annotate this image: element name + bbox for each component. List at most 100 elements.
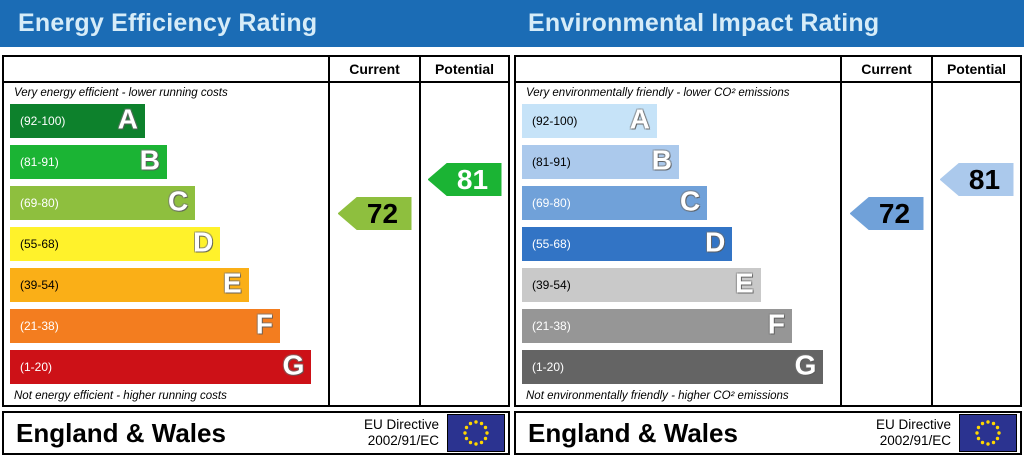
- band-bar-a: (92-100) A: [10, 103, 146, 138]
- band-row-g: (1-20) G: [522, 349, 836, 384]
- band-bar-b: (81-91) B: [10, 144, 167, 179]
- band-letter: E: [222, 267, 242, 299]
- potential-column-header: Potential: [931, 57, 1020, 83]
- potential-arrow: 81: [939, 163, 1014, 196]
- band-chart: Very energy efficient - lower running co…: [4, 83, 328, 405]
- blank-header-cell: [516, 57, 840, 83]
- bottom-caption: Not energy efficient - higher running co…: [14, 390, 227, 402]
- eu-flag-stars: [463, 420, 489, 446]
- energy-efficiency-panel: Current Potential Very energy efficient …: [2, 55, 510, 455]
- eu-flag-icon: [959, 414, 1017, 452]
- environmental-impact-panel: Current Potential Very environmentally f…: [514, 55, 1022, 455]
- band-letter: D: [193, 226, 214, 258]
- potential-cell: 81: [419, 83, 508, 405]
- band-range-label: (55-68): [20, 237, 59, 251]
- band-letter: C: [168, 185, 189, 217]
- band-bar-c: (69-80) C: [522, 185, 708, 220]
- band-letter: E: [734, 267, 754, 299]
- band-range-label: (81-91): [532, 155, 571, 169]
- band-letter: D: [705, 226, 726, 258]
- band-range-label: (81-91): [20, 155, 59, 169]
- eu-directive-line2: 2002/91/EC: [367, 433, 439, 448]
- band-bar-a: (92-100) A: [522, 103, 658, 138]
- top-caption: Very environmentally friendly - lower CO…: [526, 87, 790, 99]
- band-range-label: (39-54): [532, 278, 571, 292]
- top-caption: Very energy efficient - lower running co…: [14, 87, 228, 99]
- band-row-c: (69-80) C: [10, 185, 324, 220]
- band-row-e: (39-54) E: [522, 267, 836, 302]
- band-range-label: (39-54): [20, 278, 59, 292]
- band-bar-e: (39-54) E: [10, 267, 249, 302]
- band-row-c: (69-80) C: [522, 185, 836, 220]
- band-range-label: (92-100): [20, 114, 66, 128]
- band-row-d: (55-68) D: [522, 226, 836, 261]
- band-row-b: (81-91) B: [522, 144, 836, 179]
- band-letter: F: [767, 308, 786, 340]
- band-letter: G: [282, 349, 305, 381]
- band-bar-g: (1-20) G: [522, 349, 824, 384]
- band-bar-b: (81-91) B: [522, 144, 679, 179]
- band-letter: A: [629, 103, 651, 135]
- eu-directive-line1: EU Directive: [363, 416, 439, 432]
- current-cell: 72: [328, 83, 419, 405]
- bottom-caption: Not environmentally friendly - higher CO…: [526, 390, 789, 402]
- region-label: England & Wales: [528, 417, 738, 448]
- band-letter: A: [117, 103, 139, 135]
- current-arrow: 72: [849, 197, 924, 230]
- potential-column-header: Potential: [419, 57, 508, 83]
- band-letter: C: [680, 185, 701, 217]
- band-row-b: (81-91) B: [10, 144, 324, 179]
- potential-cell: 81: [931, 83, 1020, 405]
- band-bar-f: (21-38) F: [10, 308, 281, 343]
- band-range-label: (69-80): [532, 196, 571, 210]
- eu-flag-stars: [975, 420, 1001, 446]
- band-range-label: (21-38): [20, 319, 59, 333]
- band-row-d: (55-68) D: [10, 226, 324, 261]
- band-row-a: (92-100) A: [10, 103, 324, 138]
- current-arrow: 72: [337, 197, 412, 230]
- eu-directive-line2: 2002/91/EC: [879, 433, 951, 448]
- band-letter: B: [139, 144, 160, 176]
- band-row-a: (92-100) A: [522, 103, 836, 138]
- band-range-label: (1-20): [532, 360, 565, 374]
- band-bar-d: (55-68) D: [10, 226, 221, 261]
- current-column-header: Current: [328, 57, 419, 83]
- region-label: England & Wales: [16, 417, 226, 448]
- eu-directive-line1: EU Directive: [875, 416, 951, 432]
- band-letter: B: [651, 144, 672, 176]
- band-bar-e: (39-54) E: [522, 267, 761, 302]
- title-band: Energy Efficiency Rating Environmental I…: [0, 0, 1024, 47]
- band-range-label: (92-100): [532, 114, 578, 128]
- band-bar-g: (1-20) G: [10, 349, 312, 384]
- band-row-f: (21-38) F: [522, 308, 836, 343]
- band-range-label: (1-20): [20, 360, 53, 374]
- band-bar-f: (21-38) F: [522, 308, 793, 343]
- current-column-header: Current: [840, 57, 931, 83]
- panel-footer: England & Wales EU Directive 2002/91/EC: [2, 411, 510, 455]
- band-row-e: (39-54) E: [10, 267, 324, 302]
- energy-efficiency-title: Energy Efficiency Rating: [18, 9, 318, 37]
- band-bar-c: (69-80) C: [10, 185, 196, 220]
- band-letter: F: [255, 308, 274, 340]
- panel-footer: England & Wales EU Directive 2002/91/EC: [514, 411, 1022, 455]
- band-range-label: (69-80): [20, 196, 59, 210]
- energy-rating-table: Current Potential Very energy efficient …: [2, 55, 510, 407]
- environmental-rating-table: Current Potential Very environmentally f…: [514, 55, 1022, 407]
- current-cell: 72: [840, 83, 931, 405]
- band-row-g: (1-20) G: [10, 349, 324, 384]
- band-bar-d: (55-68) D: [522, 226, 733, 261]
- band-letter: G: [794, 349, 817, 381]
- band-row-f: (21-38) F: [10, 308, 324, 343]
- environmental-impact-title: Environmental Impact Rating: [528, 9, 880, 37]
- blank-header-cell: [4, 57, 328, 83]
- eu-directive-label: EU Directive 2002/91/EC: [364, 417, 439, 449]
- bands: (92-100) A (81-91) B (69-80) C (55-68) D (39-54)…: [10, 103, 324, 384]
- eu-flag-icon: [447, 414, 505, 452]
- band-chart: Very environmentally friendly - lower CO…: [516, 83, 840, 405]
- bands: (92-100) A (81-91) B (69-80) C (55-68) D (39-54)…: [522, 103, 836, 384]
- band-range-label: (21-38): [532, 319, 571, 333]
- band-range-label: (55-68): [532, 237, 571, 251]
- eu-directive-label: EU Directive 2002/91/EC: [876, 417, 951, 449]
- potential-arrow: 81: [427, 163, 502, 196]
